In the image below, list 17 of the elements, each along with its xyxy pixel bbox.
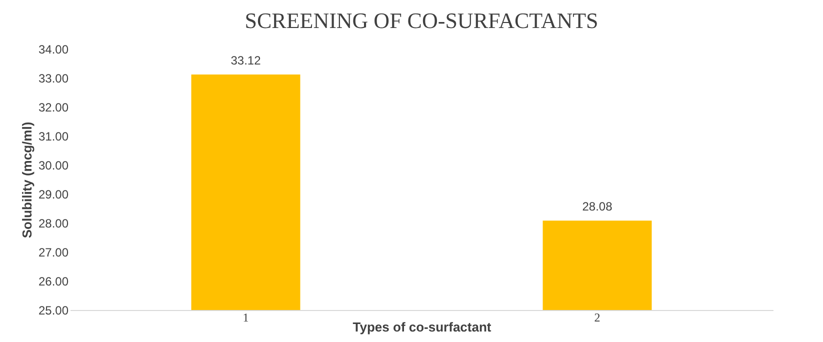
y-tick-label: 34.00 — [38, 42, 69, 56]
chart-title: SCREENING OF CO-SURFACTANTS — [244, 8, 598, 33]
y-tick-label: 27.00 — [38, 246, 69, 260]
y-tick-label: 26.00 — [38, 274, 69, 288]
x-axis-title: Types of co-surfactant — [352, 320, 492, 334]
x-tick-label: 2 — [594, 310, 600, 324]
y-tick-label: 25.00 — [38, 304, 69, 318]
y-tick-label: 33.00 — [38, 72, 69, 86]
y-axis-title: Solubility (mcg/ml) — [19, 122, 34, 238]
y-tick-label: 31.00 — [38, 130, 69, 144]
y-tick-label: 30.00 — [38, 158, 69, 172]
x-tick-label: 1 — [242, 310, 249, 324]
data-label: 28.08 — [582, 200, 613, 214]
data-label: 33.12 — [230, 54, 262, 68]
y-tick-label: 32.00 — [38, 100, 69, 114]
y-tick-label: 29.00 — [38, 188, 69, 202]
y-tick-label: 28.00 — [38, 216, 69, 230]
